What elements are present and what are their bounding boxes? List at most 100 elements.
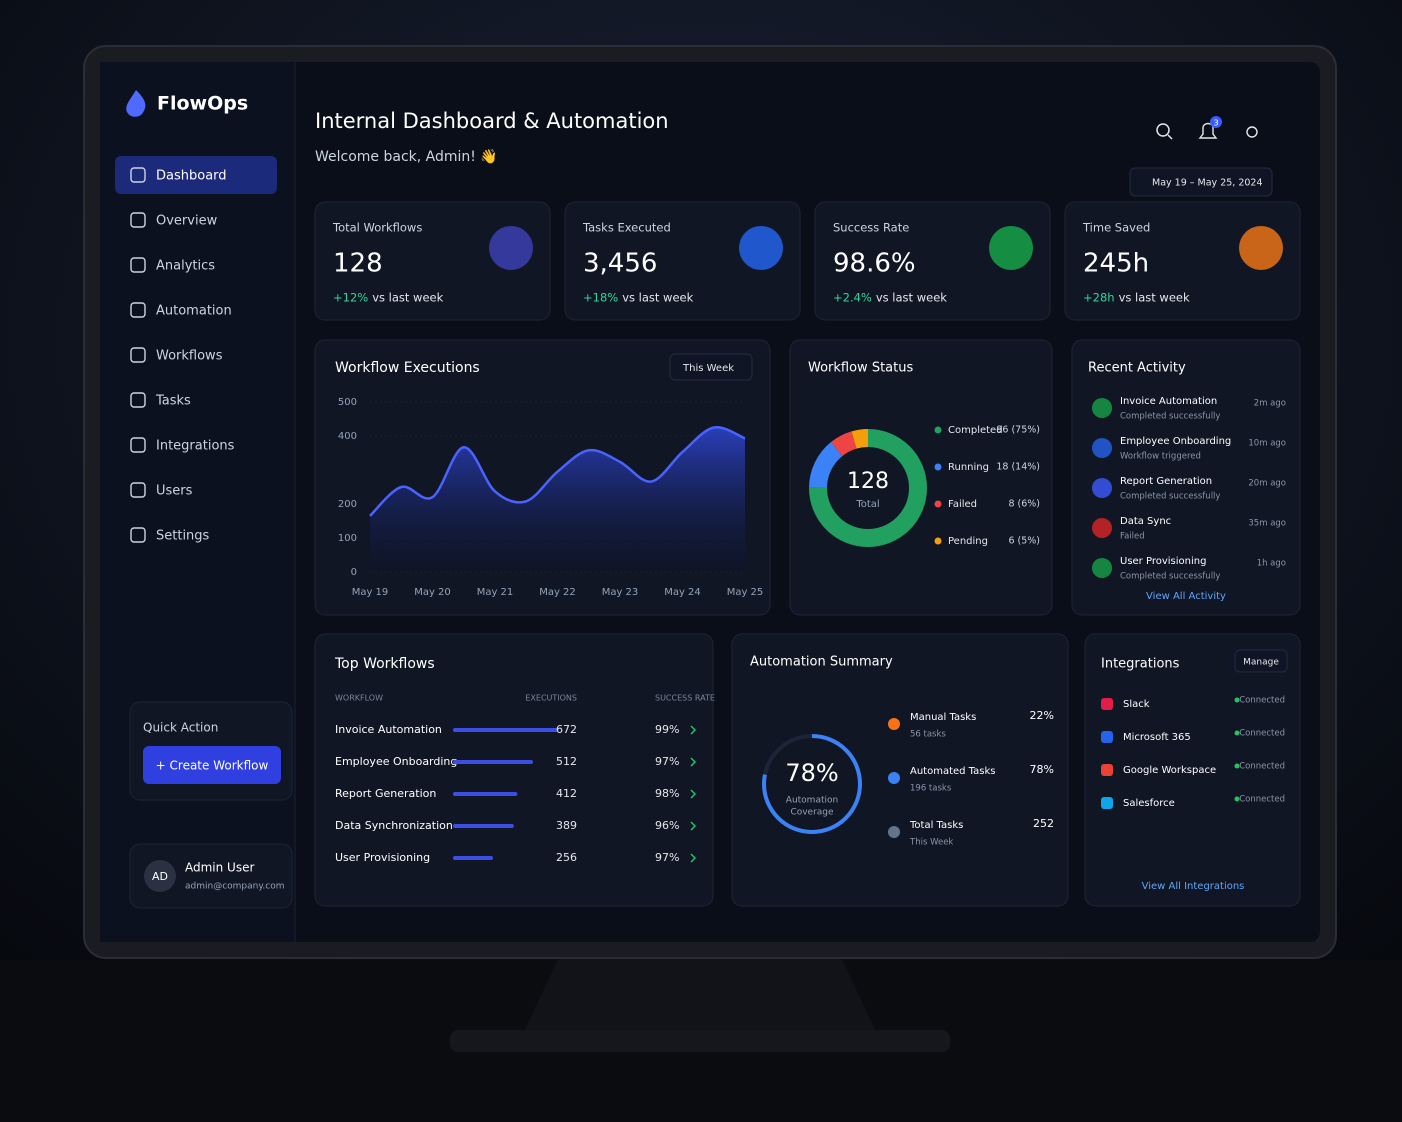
success-rate: 99% [655, 723, 679, 736]
integration-logo [1101, 764, 1113, 776]
nav-icon [130, 482, 146, 498]
x-tick-label: May 21 [477, 587, 514, 598]
nav-item[interactable]: Integrations [156, 439, 235, 454]
card-title: Workflow Executions [335, 360, 480, 376]
status-dot [1234, 796, 1240, 802]
integrations-card [1084, 633, 1301, 907]
notification-count: 3 [1213, 119, 1218, 128]
execution-count: 672 [556, 723, 577, 736]
activity-title: Data Sync [1120, 516, 1171, 527]
nav-item[interactable]: Tasks [155, 394, 191, 409]
nav-item[interactable]: Users [156, 484, 193, 499]
nav-item[interactable]: Settings [156, 529, 210, 544]
activity-status: Workflow triggered [1120, 452, 1201, 462]
execution-bar [453, 792, 518, 796]
card-title: Workflow Status [808, 361, 913, 376]
kpi-change: +12% [333, 291, 368, 305]
quick-action-title: Quick Action [143, 721, 218, 735]
activity-status: Completed successfully [1120, 492, 1220, 502]
nav-item[interactable]: Overview [156, 214, 218, 229]
legend-label: Failed [948, 499, 977, 510]
summary-name: Automated Tasks [910, 766, 995, 777]
kpi-suffix: vs last week [876, 291, 947, 305]
filter-label[interactable]: This Week [682, 363, 734, 374]
create-workflow-button[interactable] [143, 746, 281, 784]
activity-title: User Provisioning [1120, 556, 1206, 567]
date-range-picker[interactable] [1129, 167, 1273, 197]
nav-active-bg [115, 156, 277, 194]
y-tick-label: 100 [338, 533, 357, 544]
activity-icon [1092, 518, 1112, 538]
summary-value: 252 [1033, 817, 1054, 830]
execution-bar [453, 824, 514, 828]
execution-count: 512 [556, 755, 577, 768]
filter-dropdown[interactable] [669, 353, 753, 381]
summary-value: 78% [1030, 763, 1054, 776]
activity-time: 2m ago [1254, 399, 1286, 409]
integration-name: Salesforce [1123, 798, 1175, 809]
welcome-text: Welcome back, Admin! 👋 [315, 148, 498, 165]
kpi-card [314, 201, 551, 321]
top-workflows-card [314, 633, 714, 907]
nav-item[interactable]: Workflows [156, 349, 223, 364]
summary-detail: This Week [909, 838, 953, 848]
summary-icon [888, 826, 900, 838]
x-tick-label: May 24 [664, 587, 701, 598]
nav-item[interactable]: Automation [156, 304, 232, 319]
workflow-name: Invoice Automation [335, 723, 442, 736]
activity-title: Invoice Automation [1120, 396, 1217, 407]
integration-status: Connected [1239, 762, 1285, 772]
kpi-change: +28h [1083, 291, 1115, 305]
nav-item[interactable]: Dashboard [156, 169, 227, 184]
card-title: Recent Activity [1088, 361, 1186, 376]
automation-card [731, 633, 1069, 907]
card-title: Automation Summary [750, 655, 893, 670]
manage-label[interactable]: Manage [1243, 658, 1279, 668]
trend-arrow [690, 789, 697, 799]
trend-arrow [690, 757, 697, 767]
activity-icon [1092, 478, 1112, 498]
integration-name: Microsoft 365 [1123, 732, 1191, 743]
summary-icon [888, 772, 900, 784]
bell-icon[interactable] [1198, 122, 1218, 139]
legend-dot [934, 537, 942, 545]
user-email: admin@company.com [185, 882, 284, 892]
y-tick-label: 500 [338, 397, 357, 408]
execution-count: 412 [556, 787, 577, 800]
view-all-link[interactable]: View All Integrations [1142, 881, 1245, 892]
summary-icon [888, 718, 900, 730]
activity-time: 35m ago [1248, 519, 1286, 529]
theme-icon[interactable] [1246, 126, 1258, 138]
workflow-name: Report Generation [335, 787, 436, 800]
create-workflow-label[interactable]: + Create Workflow [156, 759, 269, 773]
nav-item[interactable]: Analytics [156, 259, 215, 274]
success-rate: 96% [655, 819, 679, 832]
nav-icon [130, 527, 146, 543]
activity-time: 20m ago [1248, 479, 1286, 489]
integration-status: Connected [1239, 729, 1285, 739]
view-all-link[interactable]: View All Activity [1146, 591, 1226, 602]
status-dot [1234, 763, 1240, 769]
workflow-name: Data Synchronization [335, 819, 453, 832]
manage-button[interactable] [1234, 649, 1288, 673]
activity-card [1071, 339, 1301, 616]
date-range-label[interactable]: May 19 – May 25, 2024 [1152, 178, 1263, 189]
summary-detail: 196 tasks [910, 784, 952, 794]
kpi-label: Tasks Executed [582, 221, 671, 235]
trend-arrow [690, 725, 697, 735]
kpi-suffix: vs last week [372, 291, 443, 305]
integration-status: Connected [1239, 696, 1285, 706]
y-tick-label: 200 [338, 499, 357, 510]
coverage-caption: Automation [786, 796, 838, 806]
status-dot [1234, 697, 1240, 703]
column-header: SUCCESS RATE [655, 694, 715, 703]
kpi-icon [1239, 226, 1283, 270]
screen: FlowOps Dashboard Overview Analytics Automat… [100, 62, 1320, 942]
coverage-value: 78% [785, 759, 838, 787]
avatar [144, 860, 176, 892]
x-tick-label: May 23 [602, 587, 639, 598]
execution-bar [453, 856, 493, 860]
search-icon[interactable] [1156, 123, 1170, 137]
y-tick-label: 0 [351, 567, 357, 578]
